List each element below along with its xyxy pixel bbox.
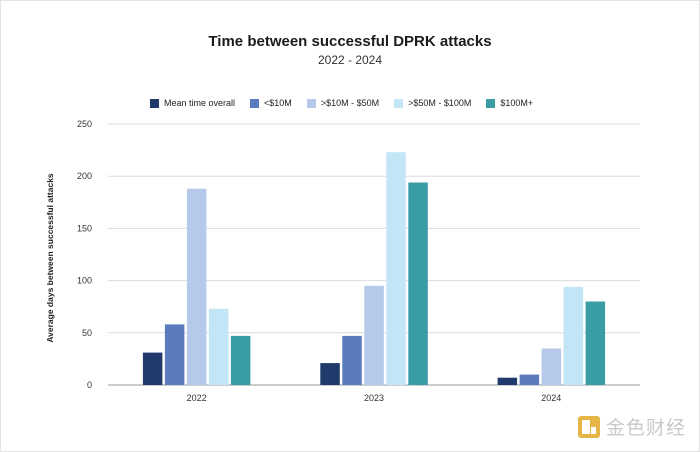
chart-subtitle: 2022 - 2024 — [317, 53, 383, 67]
y-tick-label: 0 — [87, 380, 92, 390]
bar — [142, 352, 163, 385]
bar — [386, 152, 406, 385]
y-tick-label: 250 — [77, 119, 92, 129]
legend-item: $100M+ — [486, 98, 533, 108]
jinse-logo-icon — [577, 415, 600, 438]
legend-label: Mean time overall — [164, 98, 236, 108]
bar — [364, 285, 384, 385]
legend-label: >$50M - $100M — [408, 98, 472, 108]
x-tick-label: 2022 — [187, 393, 207, 403]
legend-swatch — [486, 98, 496, 108]
bar — [497, 377, 518, 385]
legend-item: <$10M — [250, 98, 292, 108]
x-tick-label: 2024 — [541, 393, 561, 403]
watermark-text: 金色财经 — [605, 417, 686, 439]
legend-swatch — [394, 98, 404, 108]
bar — [541, 348, 562, 385]
bar — [230, 335, 251, 385]
legend-label: $100M+ — [500, 98, 534, 108]
legend-item: >$50M - $100M — [394, 98, 471, 108]
legend-item: >$10M - $50M — [306, 98, 380, 108]
bar — [320, 363, 340, 385]
bar — [408, 182, 428, 385]
y-tick-label: 50 — [82, 328, 92, 338]
bar — [186, 188, 207, 385]
legend-swatch — [150, 98, 159, 108]
bar — [585, 301, 606, 385]
legend-item: Mean time overall — [150, 98, 235, 108]
bar — [164, 324, 185, 385]
watermark: 金色财经 — [577, 413, 686, 440]
x-tick-label: 2023 — [364, 393, 384, 403]
bar — [342, 335, 362, 385]
legend-swatch — [250, 98, 260, 108]
legend-label: >$10M - $50M — [320, 98, 380, 108]
y-tick-label: 100 — [77, 276, 92, 286]
bar — [563, 286, 584, 385]
legend-label: <$10M — [264, 98, 292, 108]
chart-title: Time between successful DPRK attacks — [208, 33, 492, 50]
bar — [519, 374, 540, 385]
legend-swatch — [306, 98, 316, 108]
bar — [208, 308, 229, 385]
y-tick-label: 150 — [77, 223, 92, 233]
y-tick-label: 200 — [77, 171, 92, 181]
legend: Mean time overall <$10M >$10M - $50M >$5… — [150, 96, 548, 110]
